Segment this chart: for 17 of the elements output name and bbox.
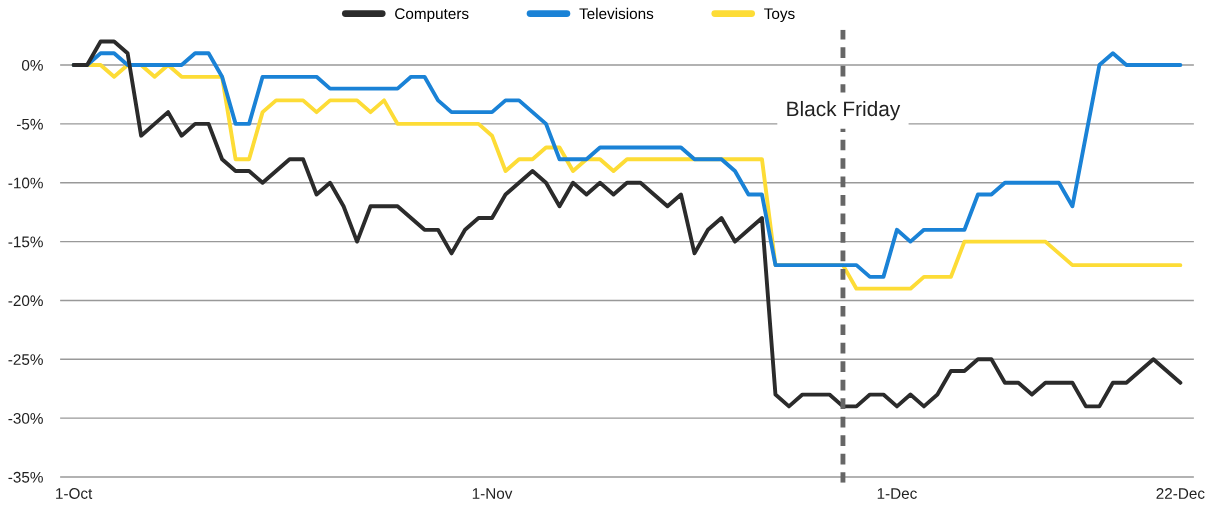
y-tick-label: -10% xyxy=(8,177,43,189)
y-tick-label: -20% xyxy=(8,295,43,307)
legend-label: Computers xyxy=(395,8,469,23)
y-tick-label: -35% xyxy=(8,471,43,483)
y-tick-label: -30% xyxy=(8,412,43,424)
x-tick-label: 22-Dec xyxy=(1156,488,1205,499)
x-tick-label: 1-Nov xyxy=(472,488,513,499)
line-series xyxy=(71,39,1183,409)
ref-line-label: Black Friday xyxy=(787,100,901,121)
x-tick-label: 1-Oct xyxy=(56,488,93,499)
legend-label: Televisions xyxy=(579,7,654,20)
legend-label: Toys xyxy=(764,8,795,23)
y-tick-label: -5% xyxy=(16,118,43,130)
x-tick-label: 1-Dec xyxy=(877,488,917,499)
y-tick-label: -15% xyxy=(8,236,43,248)
y-tick-label: 0% xyxy=(21,59,43,71)
y-tick-label: -25% xyxy=(8,354,43,365)
